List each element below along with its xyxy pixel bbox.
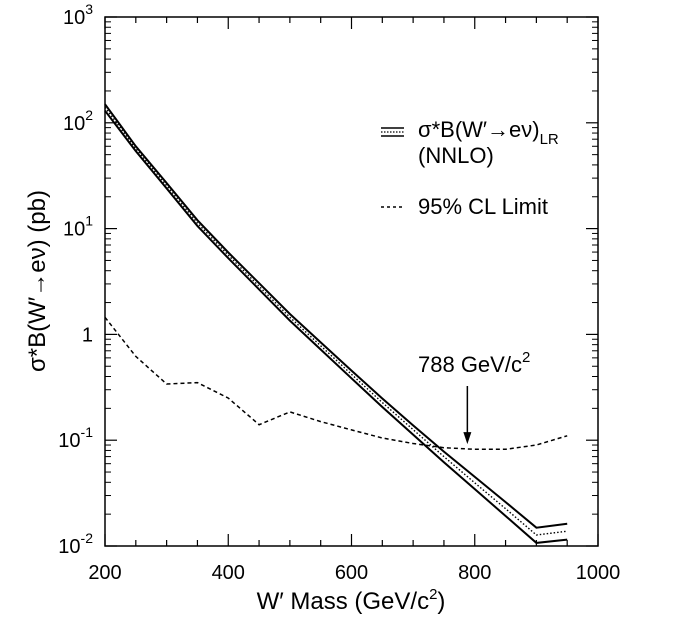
- x-axis-title-tail: ): [437, 588, 445, 615]
- annotation-arrow-head: [463, 432, 472, 445]
- limit-dashed-line: [104, 316, 568, 451]
- legend-theory-text: σ*B(W′→eν): [418, 117, 540, 142]
- legend-limit-label: 95% CL Limit: [418, 194, 548, 219]
- legend-theory-label: σ*B(W′→eν)LR: [418, 117, 559, 148]
- y-tick-base: 10: [63, 219, 85, 241]
- theory-central-line: [104, 106, 568, 536]
- y-tick-exponent: -1: [81, 424, 94, 440]
- annotation-superscript: 2: [522, 349, 530, 366]
- series-layer: [104, 103, 568, 544]
- y-tick-exponent: -2: [81, 530, 94, 546]
- x-tick-label: 1000: [576, 562, 621, 584]
- x-tick-label: 800: [458, 562, 491, 584]
- annotation: 788 GeV/c2: [418, 349, 530, 445]
- y-tick-label: 1: [82, 324, 93, 346]
- x-axis-title-superscript: 2: [429, 586, 437, 603]
- theory-band-upper: [104, 103, 568, 529]
- x-axis-title-text: W′ Mass (GeV/c: [257, 588, 430, 615]
- legend-theory-swatch: [381, 127, 404, 137]
- axis-ticks: [104, 16, 599, 547]
- y-tick-base: 10: [63, 7, 85, 29]
- y-tick-exponent: 2: [85, 107, 93, 123]
- plot-frame: [104, 16, 599, 547]
- y-tick-base: 10: [58, 536, 80, 558]
- legend-theory-subscript: LR: [540, 131, 559, 148]
- annotation-text: 788 GeV/c: [418, 352, 522, 377]
- x-tick-label: 600: [335, 562, 368, 584]
- theory-band-lower: [104, 110, 568, 544]
- y-tick-exponent: 1: [85, 213, 93, 229]
- x-tick-label: 200: [88, 562, 121, 584]
- y-tick-label: 101: [63, 213, 93, 241]
- legend: σ*B(W′→eν)LR (NNLO) 95% CL Limit: [381, 117, 559, 219]
- y-tick-label: 10-1: [58, 424, 93, 452]
- x-tick-label: 400: [212, 562, 245, 584]
- y-tick-label: 102: [63, 107, 93, 135]
- annotation-label: 788 GeV/c2: [418, 349, 530, 377]
- y-tick-label: 10-2: [58, 530, 93, 558]
- legend-theory-label2: (NNLO): [418, 143, 494, 168]
- y-tick-label: 103: [63, 1, 93, 29]
- y-tick-base: 10: [58, 430, 80, 452]
- y-axis-title: σ*B(W′→eν) (pb): [24, 190, 51, 372]
- y-tick-base: 10: [63, 113, 85, 135]
- x-axis-title: W′ Mass (GeV/c2): [257, 586, 446, 615]
- y-tick-exponent: 3: [85, 1, 93, 17]
